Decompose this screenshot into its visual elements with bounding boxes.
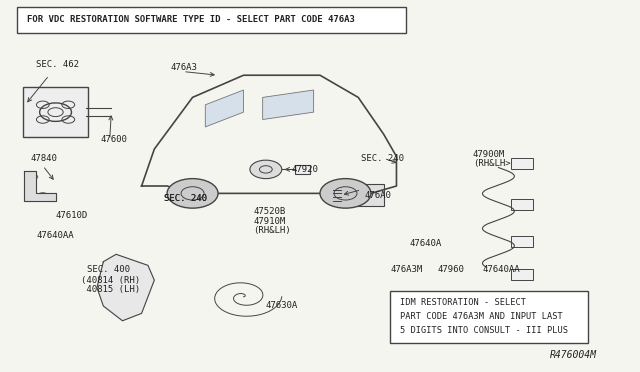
Text: 47640AA: 47640AA: [483, 264, 520, 273]
Text: (RH&LH>: (RH&LH>: [473, 159, 511, 169]
FancyBboxPatch shape: [339, 184, 384, 206]
Text: R476004M: R476004M: [550, 350, 597, 359]
Text: 47640AA: 47640AA: [36, 231, 74, 240]
Text: 40815 (LH): 40815 (LH): [81, 285, 140, 294]
Text: 47610D: 47610D: [56, 211, 88, 220]
Text: 476A0: 476A0: [365, 191, 392, 200]
FancyBboxPatch shape: [24, 87, 88, 137]
Text: 476A3: 476A3: [170, 63, 197, 72]
Polygon shape: [262, 90, 314, 119]
Text: SEC. 240: SEC. 240: [164, 195, 207, 203]
Text: SEC. 240: SEC. 240: [164, 195, 207, 203]
Bar: [511, 236, 534, 247]
Text: 47920: 47920: [291, 165, 318, 174]
Text: 47520B: 47520B: [253, 207, 285, 217]
Text: 47600: 47600: [100, 135, 127, 144]
Polygon shape: [205, 90, 244, 127]
Circle shape: [122, 280, 135, 288]
Text: IDM RESTORATION - SELECT: IDM RESTORATION - SELECT: [399, 298, 525, 307]
Text: 5 DIGITS INTO CONSULT - III PLUS: 5 DIGITS INTO CONSULT - III PLUS: [399, 326, 568, 335]
Text: 47960: 47960: [438, 264, 465, 273]
Bar: [511, 199, 534, 210]
Text: PART CODE 476A3M AND INPUT LAST: PART CODE 476A3M AND INPUT LAST: [399, 312, 563, 321]
Text: 47630A: 47630A: [266, 301, 298, 311]
Text: (RH&LH): (RH&LH): [253, 226, 291, 235]
FancyBboxPatch shape: [390, 291, 588, 343]
Circle shape: [167, 179, 218, 208]
Bar: [511, 269, 534, 280]
Text: 47910M: 47910M: [253, 217, 285, 225]
Text: FOR VDC RESTORATION SOFTWARE TYPE ID - SELECT PART CODE 476A3: FOR VDC RESTORATION SOFTWARE TYPE ID - S…: [27, 15, 355, 24]
Bar: [511, 158, 534, 169]
Bar: [294, 165, 310, 174]
Text: SEC. 240: SEC. 240: [362, 154, 404, 163]
Text: 476A3M: 476A3M: [390, 264, 422, 273]
Circle shape: [250, 160, 282, 179]
Text: (40814 (RH): (40814 (RH): [81, 276, 140, 285]
Text: SEC. 400: SEC. 400: [88, 264, 131, 273]
Polygon shape: [24, 171, 56, 201]
Circle shape: [320, 179, 371, 208]
Text: 47640A: 47640A: [409, 239, 442, 248]
Text: SEC. 462: SEC. 462: [36, 60, 79, 69]
Polygon shape: [97, 254, 154, 321]
FancyBboxPatch shape: [17, 7, 406, 33]
Text: 47900M: 47900M: [473, 150, 505, 159]
Text: 47840: 47840: [30, 154, 57, 163]
